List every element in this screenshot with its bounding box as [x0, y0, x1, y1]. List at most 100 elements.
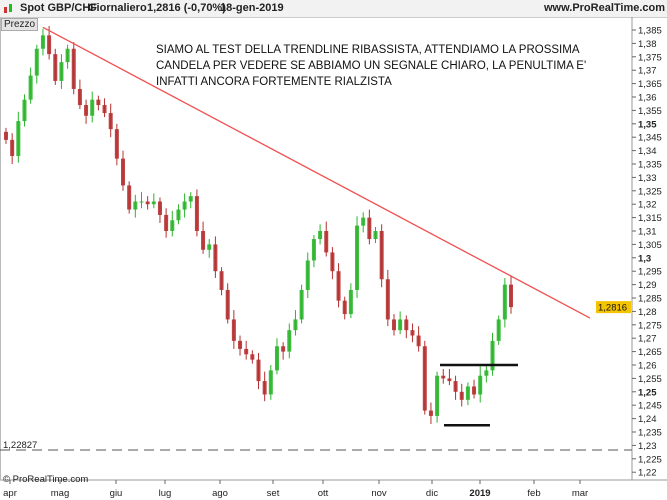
candle-body [65, 48, 70, 63]
candle-body [422, 346, 427, 411]
x-tick-label: ott [318, 488, 329, 499]
candle-body [324, 231, 329, 253]
candle-body [361, 217, 366, 226]
candle-body [441, 375, 446, 379]
y-tick-label: 1,33 [638, 173, 657, 184]
y-tick-label: 1,34 [638, 146, 657, 157]
candle-body [4, 131, 8, 140]
y-tick-label: 1,305 [638, 240, 662, 251]
candle-body [330, 252, 335, 272]
candle-body [108, 113, 113, 130]
candle-body [114, 129, 119, 159]
candle-body [502, 284, 507, 320]
candle-body [53, 54, 58, 81]
candle-body [10, 139, 15, 156]
candle-body [281, 346, 286, 352]
candle-body [391, 319, 396, 331]
y-tick-label: 1,275 [638, 320, 662, 331]
candle-body [225, 289, 230, 320]
candle-body [170, 220, 175, 231]
y-tick-label: 1,245 [638, 401, 662, 412]
candle-body [373, 231, 378, 240]
candle-body [435, 375, 440, 416]
candles-icon [3, 3, 13, 13]
candle-body [262, 381, 267, 395]
x-tick-label: nov [371, 488, 387, 499]
candle-body [453, 381, 458, 392]
y-tick-label: 1,285 [638, 294, 662, 305]
candle-body [459, 391, 464, 400]
y-tick-label: 1,32 [638, 200, 657, 211]
candle-body [305, 260, 310, 290]
y-tick-label: 1,365 [638, 79, 662, 90]
y-tick-label: 1,22 [638, 468, 657, 479]
candle-body [416, 335, 421, 347]
y-tick-label: 1,315 [638, 213, 662, 224]
candle-body [182, 201, 187, 210]
y-tick-label: 1,345 [638, 133, 662, 144]
site-link[interactable]: www.ProRealTime.com [544, 2, 666, 14]
candle-body [47, 35, 52, 55]
candle-body [342, 300, 347, 315]
trendline [42, 26, 591, 319]
candle-body [348, 289, 353, 315]
candle-body [299, 289, 304, 320]
candle-body [385, 279, 390, 320]
candle-body [84, 105, 89, 116]
y-tick-label: 1,255 [638, 374, 662, 385]
candle-body [133, 201, 138, 210]
last-price-label: 1,2816 [598, 303, 627, 314]
x-tick-label: apr [3, 488, 17, 499]
candle-body [34, 48, 39, 76]
y-tick-label: 1,355 [638, 106, 662, 117]
candle-body [157, 201, 162, 215]
chart-header: Spot GBP/CHF Giornaliero 1,2816 (-0,70%)… [0, 0, 667, 18]
candle-body [293, 319, 298, 331]
candle-body [71, 48, 76, 89]
candle-body [404, 319, 409, 331]
candle-body [231, 319, 236, 341]
candle-body [121, 158, 126, 186]
candle-body [164, 214, 169, 231]
candle-body [151, 201, 156, 205]
candle-body [207, 244, 212, 250]
candle-body [465, 386, 470, 400]
candle-body [268, 370, 273, 395]
x-tick-label: mag [51, 488, 69, 499]
candle-body [40, 35, 45, 49]
candle-body [77, 88, 82, 106]
candle-body [250, 354, 255, 360]
candle-body [90, 99, 95, 116]
candle-body [16, 121, 21, 156]
y-tick-label: 1,235 [638, 428, 662, 439]
footer-copyright: © ProRealTime.com [3, 474, 89, 485]
x-tick-label: dic [426, 488, 438, 499]
candle-body [219, 271, 224, 290]
candle-body [274, 346, 279, 371]
panel-label: Prezzo [1, 18, 39, 31]
y-tick-label: 1,3 [638, 253, 651, 264]
candle-body [509, 284, 513, 308]
instrument-name: Spot GBP/CHF [20, 2, 97, 14]
x-tick-label: 2019 [469, 488, 490, 499]
candle-body [96, 99, 101, 106]
candle-body [213, 244, 218, 272]
x-tick-label: ago [212, 488, 228, 499]
candle-body [355, 225, 360, 290]
candle-body [102, 105, 107, 114]
y-tick-label: 1,385 [638, 26, 662, 37]
y-tick-label: 1,23 [638, 441, 657, 452]
candle-body [478, 375, 483, 395]
y-tick-label: 1,29 [638, 280, 657, 291]
candle-body [127, 185, 132, 210]
y-tick-label: 1,36 [638, 93, 657, 104]
candle-body [367, 217, 372, 240]
candle-body [428, 410, 433, 416]
candle-body [59, 62, 64, 81]
y-tick-label: 1,295 [638, 267, 662, 278]
y-tick-label: 1,28 [638, 307, 657, 318]
y-tick-label: 1,25 [638, 387, 657, 398]
candle-body [145, 201, 150, 205]
y-tick-label: 1,38 [638, 39, 657, 50]
